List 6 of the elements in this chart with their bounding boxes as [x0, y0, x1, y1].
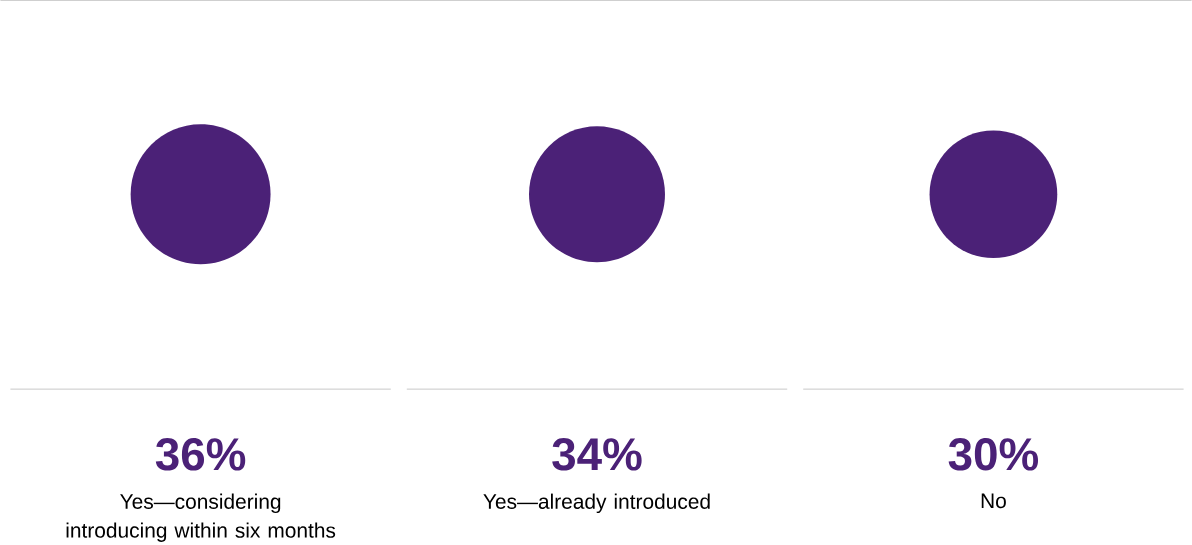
data-label: 30%	[948, 437, 1039, 471]
category-label: No	[981, 493, 1006, 509]
category-label: Yes—already introduced	[483, 493, 710, 513]
data-label: 36%	[155, 437, 246, 471]
data-label: 34%	[552, 437, 642, 471]
category-label: Yes—considering introducing within six months	[66, 493, 336, 542]
